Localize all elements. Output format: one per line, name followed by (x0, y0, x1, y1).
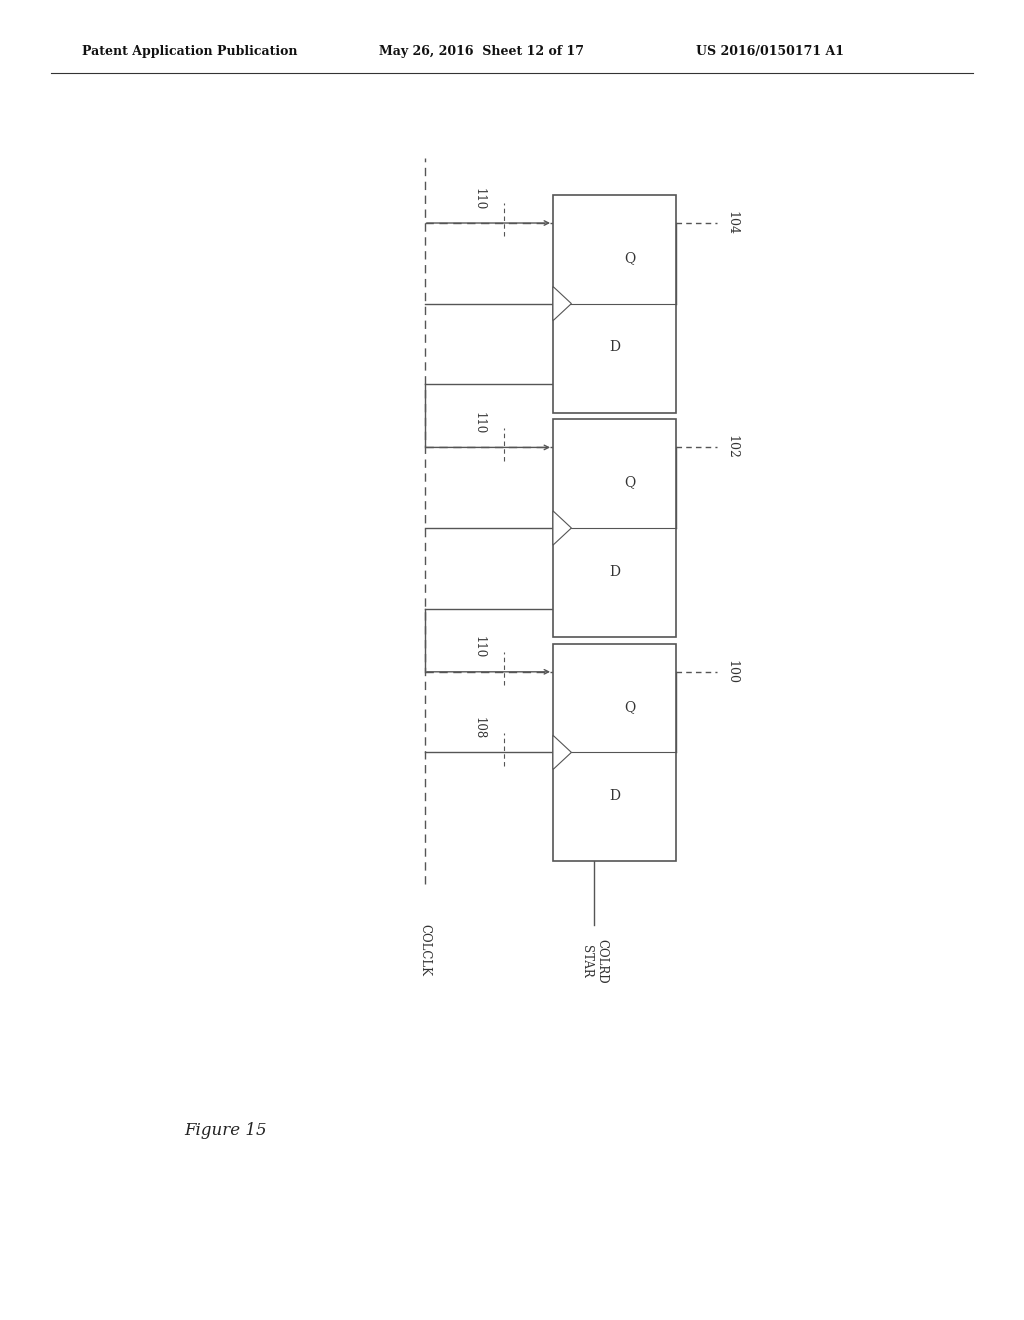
Text: 110: 110 (472, 187, 485, 210)
Text: 104: 104 (725, 211, 738, 235)
Polygon shape (553, 511, 571, 545)
Text: D: D (609, 341, 620, 354)
Text: Q: Q (625, 475, 635, 490)
Text: COLCLK: COLCLK (419, 924, 431, 975)
Text: US 2016/0150171 A1: US 2016/0150171 A1 (696, 45, 845, 58)
Text: COLRD
STAR: COLRD STAR (580, 939, 608, 983)
Bar (553, 644, 676, 862)
Bar (553, 195, 676, 412)
Text: Q: Q (625, 700, 635, 714)
Text: Patent Application Publication: Patent Application Publication (82, 45, 297, 58)
Text: 110: 110 (472, 636, 485, 659)
Bar (553, 420, 676, 638)
Text: Q: Q (625, 251, 635, 265)
Text: Figure 15: Figure 15 (184, 1122, 267, 1139)
Text: 100: 100 (725, 660, 738, 684)
Polygon shape (553, 286, 571, 321)
Text: D: D (609, 565, 620, 578)
Text: 108: 108 (472, 717, 485, 739)
Text: May 26, 2016  Sheet 12 of 17: May 26, 2016 Sheet 12 of 17 (379, 45, 584, 58)
Text: 102: 102 (725, 436, 738, 459)
Text: D: D (609, 789, 620, 803)
Polygon shape (553, 735, 571, 770)
Text: 110: 110 (472, 412, 485, 434)
